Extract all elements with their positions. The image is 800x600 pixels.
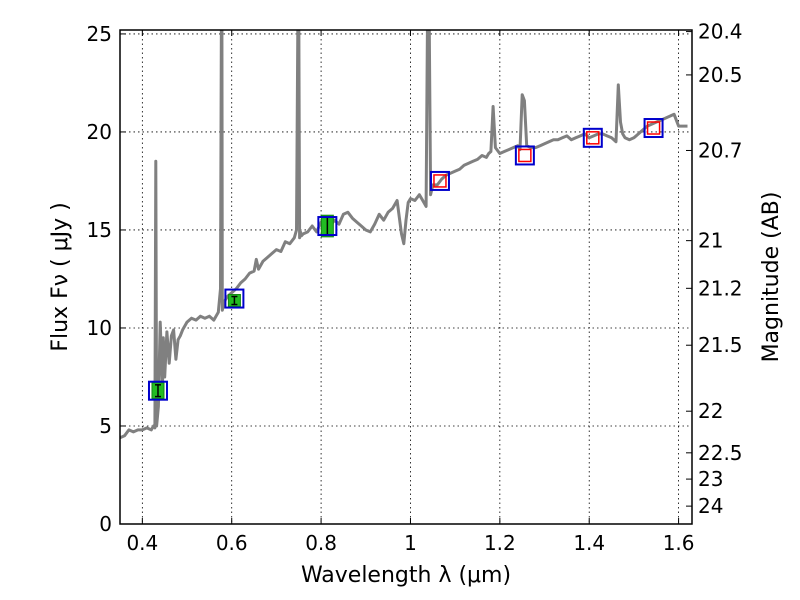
- magnitude-tick-label: 21.2: [698, 276, 743, 300]
- x-tick-label: 0.6: [216, 531, 248, 555]
- x-axis-title: Wavelength λ (μm): [301, 563, 511, 588]
- model-photometry-marker: [643, 118, 664, 139]
- y-tick-label: 20: [87, 120, 112, 144]
- x-tick-label: 1: [404, 531, 417, 555]
- upper-limit-marker: [518, 148, 532, 163]
- upper-limit-marker: [646, 121, 661, 135]
- x-tick-label: 0.4: [126, 531, 158, 555]
- y-tick-label: 0: [99, 512, 112, 536]
- model-photometry-marker: [224, 288, 245, 309]
- x-tick-label: 1.2: [484, 531, 516, 555]
- upper-limit-marker: [586, 131, 600, 145]
- model-photometry-marker: [429, 170, 450, 191]
- y-tick-label: 15: [87, 218, 112, 242]
- magnitude-axis-title: Magnitude (AB): [759, 192, 784, 363]
- x-tick-label: 1.4: [573, 531, 605, 555]
- x-axis: 0.4 0.6 0.8 1 1.2 1.4 1.6: [126, 30, 695, 555]
- magnitude-tick-label: 21.5: [698, 333, 743, 357]
- magnitude-tick-label: 20.4: [698, 20, 743, 44]
- magnitude-tick-label: 22.5: [698, 441, 743, 465]
- plot-frame: [119, 29, 693, 525]
- magnitude-tick-label: 21: [698, 229, 723, 253]
- model-photometry-marker: [514, 145, 535, 166]
- model-photometry-marker: [317, 216, 338, 237]
- magnitude-tick-label: 20.7: [698, 138, 743, 162]
- y-axis-title: Flux Fν ( μJy ): [48, 202, 73, 351]
- model-photometry-marker: [582, 127, 603, 148]
- y-tick-label: 5: [99, 414, 112, 438]
- photometry-markers: [147, 118, 664, 401]
- magnitude-tick-label: 24: [698, 494, 723, 518]
- spectrum-line: [120, 30, 688, 440]
- magnitude-tick-label: 22: [698, 399, 723, 423]
- magnitude-tick-label: 23: [698, 467, 723, 491]
- y-axis: 0 5 10 15 20 25: [87, 22, 126, 536]
- upper-limit-marker: [433, 174, 447, 188]
- magnitude-axis: 20.4 20.5 20.7 21 21.2 21.5 22 22.523 24: [686, 20, 743, 518]
- x-tick-label: 0.8: [305, 531, 337, 555]
- y-tick-label: 25: [87, 22, 112, 46]
- model-photometry-marker: [147, 380, 168, 401]
- y-tick-label: 10: [87, 316, 112, 340]
- x-tick-label: 1.6: [663, 531, 695, 555]
- spectrum-layer: [120, 30, 688, 440]
- magnitude-tick-label: 20.5: [698, 63, 743, 87]
- grid-lines: [120, 30, 692, 525]
